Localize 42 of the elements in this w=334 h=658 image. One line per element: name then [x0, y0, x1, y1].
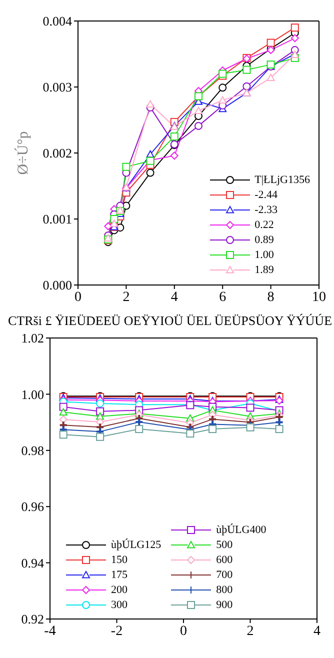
y-tick-label: 0.92: [21, 612, 44, 627]
x-tick-label: 4: [314, 624, 320, 639]
x-tick-label: 10: [312, 290, 326, 305]
legend-label: 1.00: [254, 248, 274, 260]
x-tick-label: 6: [219, 290, 226, 305]
y-tick-label: 1.00: [21, 386, 44, 402]
legend-label: 150: [111, 554, 128, 566]
legend-label: 900: [216, 598, 233, 610]
legend-label: 600: [216, 554, 233, 566]
legend-label: 0.89: [254, 234, 274, 246]
x-tick-label: 2: [246, 624, 254, 639]
legend-label: 200: [111, 584, 128, 596]
y-tick-label: 1.02: [21, 330, 44, 346]
y-axis-title: Ø÷Ú°p: [14, 131, 32, 175]
legend-label: ùþÚLG125: [111, 538, 162, 550]
x-tick-label: -4: [44, 624, 56, 639]
legend-label: -2.44: [254, 188, 278, 200]
legend-label: ùþÚLG400: [216, 524, 266, 536]
y-tick-label: 0.96: [21, 499, 44, 514]
legend-label: 0.22: [254, 218, 274, 230]
legend-label: 300: [111, 598, 128, 610]
y-tick-label: 0.004: [42, 14, 72, 29]
chart-title: CTRši £ ŸIEÜDEEÜ OEŸYIOÜ ÜEL ÜEÜPSÜOY ŸÝÚÚE: [8, 313, 332, 329]
legend-label: 175: [111, 568, 128, 580]
legend-label: 500: [216, 538, 233, 550]
legend-label: 1.89: [254, 264, 274, 276]
legend-label: -2.33: [254, 204, 278, 216]
x-tick-label: 0: [74, 290, 82, 305]
x-tick-label: 4: [170, 290, 178, 305]
y-tick-label: 0.94: [21, 555, 44, 570]
y-tick-label: 0.003: [42, 80, 72, 95]
y-tick-label: 0.001: [42, 212, 72, 227]
y-tick-label: 0.98: [21, 443, 44, 458]
legend-label: T|ŁLjG1356: [254, 174, 310, 186]
x-tick-label: 8: [267, 290, 274, 305]
x-tick-label: 2: [122, 290, 130, 305]
y-tick-label: 0.000: [42, 278, 72, 293]
legend-label: 700: [216, 568, 233, 580]
x-tick-label: -2: [110, 624, 123, 639]
legend-label: 800: [216, 584, 233, 596]
y-tick-label: 0.002: [42, 146, 72, 161]
x-tick-label: 0: [180, 624, 187, 639]
